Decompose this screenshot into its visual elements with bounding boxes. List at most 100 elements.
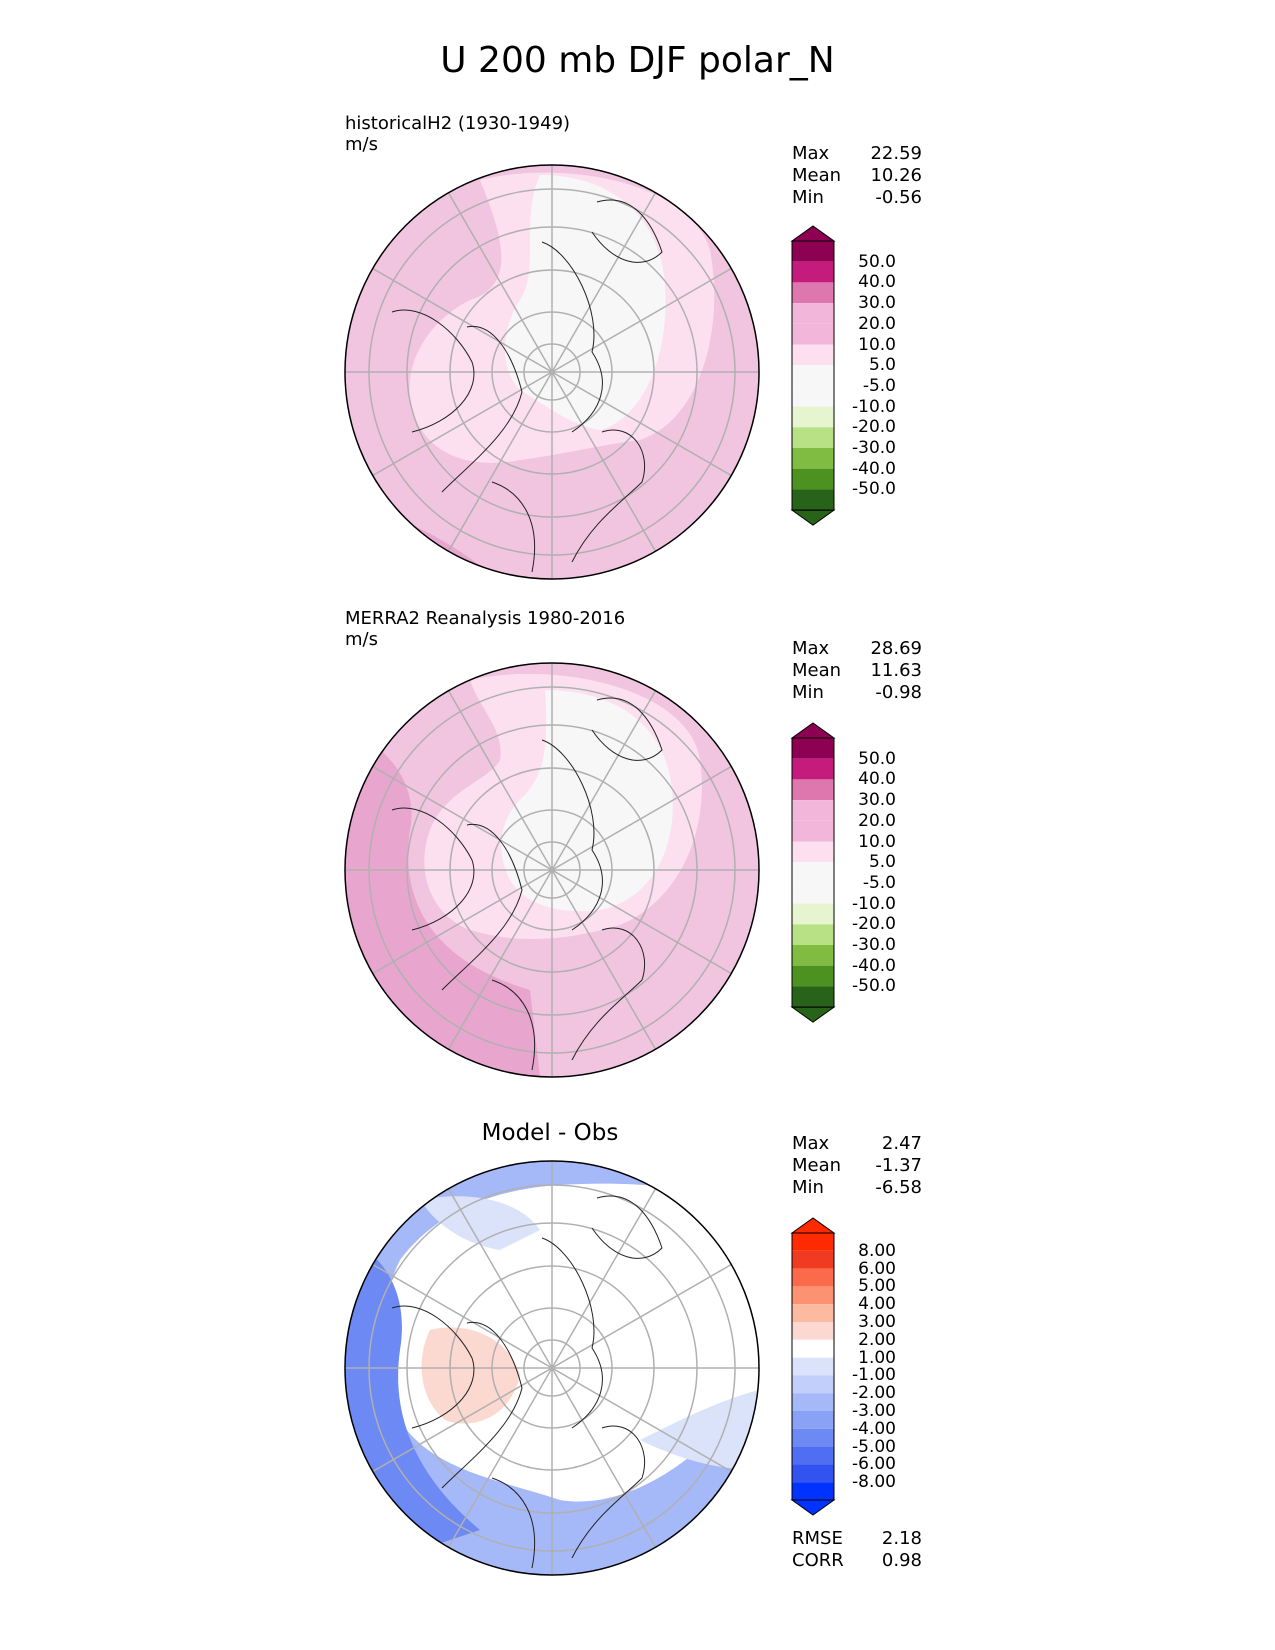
coastline	[491, 481, 536, 573]
coastline	[391, 309, 475, 433]
colorbar-tick-label: -10.0	[852, 893, 896, 914]
colorbar-segment	[792, 1411, 834, 1429]
colorbar-tick-label: -5.0	[862, 872, 896, 893]
panel-1-graticule	[345, 165, 759, 579]
map-fill-light-blue-2	[640, 1390, 759, 1470]
colorbar-tick-label: -2.00	[852, 1383, 896, 1404]
colorbar-segment	[792, 1428, 834, 1447]
colorbar-tick-label: -3.00	[852, 1401, 896, 1421]
stat-max-row: Max 28.69	[792, 638, 922, 659]
meridian-line	[447, 192, 657, 552]
colorbar-segment	[792, 241, 834, 262]
colorbar-segment	[792, 1304, 834, 1322]
colorbar-segment	[792, 385, 834, 407]
coastline	[441, 1321, 523, 1489]
colorbar-tick-label: -20.0	[852, 914, 896, 935]
map-fill-mid	[345, 730, 540, 1077]
coastline	[571, 927, 646, 1061]
colorbar-tick-label: 5.0	[868, 355, 896, 376]
panel-3-title: Model - Obs	[481, 1120, 619, 1146]
colorbar-bottom-extend	[790, 1006, 836, 1023]
colorbar-segment	[792, 1250, 834, 1269]
coastline	[541, 739, 603, 931]
colorbar-tick-label: 30.0	[858, 790, 896, 811]
colorbar-tick-label: -1.00	[852, 1365, 896, 1386]
colorbar-tick-label: 30.0	[858, 293, 896, 314]
panel-2-colorbar	[790, 722, 836, 1023]
colorbar-tick-label: 5.00	[858, 1276, 896, 1297]
colorbar-tick-label: 1.00	[858, 1347, 896, 1368]
colorbar-tick-label: 8.00	[858, 1240, 896, 1261]
colorbar-segment	[792, 862, 834, 883]
coastline	[571, 1425, 646, 1559]
panel-3-metrics: RMSE 2.18 CORR 0.98	[792, 1528, 922, 1572]
coastline	[591, 199, 663, 263]
colorbar-segment	[792, 365, 834, 386]
colorbar-tick-label: -8.00	[852, 1472, 896, 1493]
colorbar-segment	[792, 779, 834, 801]
colorbar-segment	[792, 406, 834, 428]
panel-1-colorbar	[790, 225, 836, 526]
colorbar-segment	[792, 945, 834, 966]
colorbar-segment	[792, 1322, 834, 1340]
colorbar-segment	[792, 427, 834, 448]
colorbar-segment	[792, 323, 834, 345]
colorbar-tick-label: -20.0	[852, 417, 896, 438]
colorbar-segment	[792, 1464, 834, 1483]
colorbar-tick-label: 50.0	[858, 748, 896, 769]
colorbar-top-extend	[790, 1217, 836, 1234]
colorbar-segment	[792, 303, 834, 324]
colorbar-segment	[792, 841, 834, 863]
colorbar-tick-label: -5.00	[852, 1436, 896, 1457]
stat-min-row: Min -0.98	[792, 682, 922, 703]
colorbar-top-extend	[790, 225, 836, 242]
stat-mean-row: Mean -1.37	[792, 1155, 922, 1176]
stat-mean-row: Mean 10.26	[792, 165, 922, 186]
colorbar-top-extend	[790, 722, 836, 739]
panel-3-stats: Max 2.47 Mean -1.37 Min -6.58	[792, 1133, 922, 1199]
stat-max-row: Max 22.59	[792, 143, 922, 164]
panel-1-title-block: historicalH2 (1930-1949) m/s	[345, 113, 570, 155]
stat-max-row: Max 2.47	[792, 1133, 922, 1154]
panel-2-title: MERRA2 Reanalysis 1980-2016	[345, 608, 626, 629]
colorbar-tick-label: 10.0	[858, 831, 896, 852]
colorbar-tick-label: 20.0	[858, 313, 896, 334]
colorbar-tick-label: 4.00	[858, 1294, 896, 1315]
colorbar-tick-label: 50.0	[858, 251, 896, 272]
colorbar-segment	[792, 820, 834, 842]
colorbar-outline	[791, 737, 835, 1008]
colorbar-segment	[792, 986, 834, 1008]
colorbar-tick-label: -50.0	[852, 479, 896, 500]
colorbar-segment	[792, 1482, 834, 1500]
stat-min-row: Min -0.56	[792, 187, 922, 208]
colorbar-segment	[792, 1375, 834, 1394]
coastline	[441, 823, 523, 991]
colorbar-segment	[792, 468, 834, 490]
colorbar-tick-label: 2.00	[858, 1329, 896, 1350]
coastline	[541, 241, 603, 433]
colorbar-segment	[792, 261, 834, 283]
colorbar-tick-label: 3.00	[858, 1312, 896, 1332]
coastline	[591, 1195, 663, 1259]
colorbar-tick-label: -6.00	[852, 1454, 896, 1475]
colorbar-tick-label: -10.0	[852, 396, 896, 417]
colorbar-segment	[792, 1446, 834, 1465]
colorbar-tick-label: 5.0	[868, 852, 896, 873]
colorbar-tick-label: 40.0	[858, 769, 896, 790]
colorbar-bottom-extend	[790, 509, 836, 526]
colorbar-tick-label: -40.0	[852, 458, 896, 479]
colorbar-tick-label: 20.0	[858, 810, 896, 831]
rmse-row: RMSE 2.18	[792, 1528, 922, 1549]
colorbar-segment	[792, 758, 834, 780]
meridian-line	[447, 690, 657, 1050]
colorbar-segment	[792, 1393, 834, 1411]
colorbar-segment	[792, 1286, 834, 1305]
colorbar-outline	[791, 240, 835, 511]
coastline	[391, 1305, 475, 1429]
map-fill-light-blue	[420, 1196, 540, 1250]
colorbar-tick-label: -40.0	[852, 955, 896, 976]
panel-2-title-block: MERRA2 Reanalysis 1980-2016 m/s	[345, 608, 625, 650]
coastline	[591, 697, 663, 761]
meridian-line	[447, 1188, 657, 1548]
